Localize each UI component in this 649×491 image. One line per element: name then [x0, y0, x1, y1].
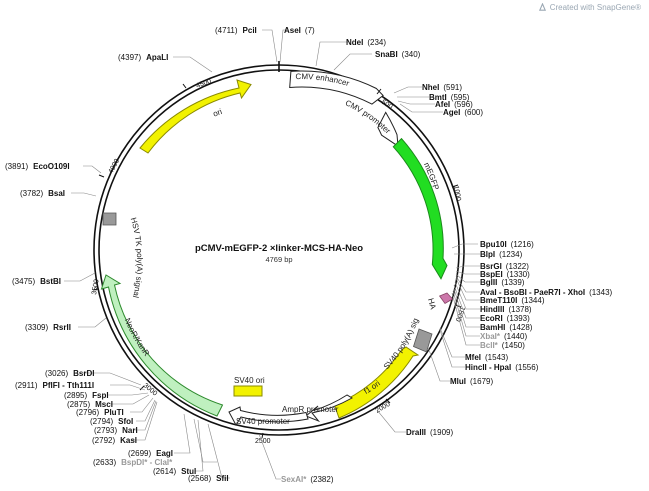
- site-bcli[interactable]: BclI* (1450): [480, 341, 525, 350]
- site-mfei[interactable]: MfeI (1543): [465, 353, 508, 362]
- site-labels: (4711) PciI AseI (7) NdeI (234) SnaBI (340) …: [5, 26, 613, 484]
- site-sexai[interactable]: SexAI* (2382): [281, 475, 334, 484]
- tick-label-4500: 4500: [195, 78, 212, 90]
- feature-label-ha: HA: [426, 297, 438, 311]
- plasmid-name: pCMV-mEGFP-2 ×linker-MCS-HA-Neo: [195, 243, 363, 254]
- site-blpi[interactable]: BlpI (1234): [480, 250, 523, 259]
- site-bsrgi[interactable]: BsrGI (1322): [480, 262, 529, 271]
- feature-neor-kanr[interactable]: [100, 274, 224, 417]
- site-pflfi-tth111i[interactable]: (2911) PflFI - Tth111I: [15, 381, 94, 390]
- feature-label-sv40-ori: SV40 ori: [234, 376, 265, 385]
- tick-label-2000: 2000: [375, 401, 392, 415]
- snapgene-watermark: Created with SnapGene®: [538, 3, 641, 12]
- site-bsrdi[interactable]: (3026) BsrDI: [45, 369, 94, 378]
- site-mlui[interactable]: MluI (1679): [450, 377, 493, 386]
- site-rsrii[interactable]: (3309) RsrII: [25, 323, 71, 332]
- site-bspdi-clai[interactable]: (2633) BspDI* - ClaI*: [93, 458, 173, 467]
- site-msci[interactable]: (2875) MscI: [67, 400, 113, 409]
- site-agei[interactable]: AgeI (600): [443, 108, 483, 117]
- backbone: [93, 61, 465, 436]
- site-afei[interactable]: AfeI (596): [435, 100, 473, 109]
- site-bstbi[interactable]: (3475) BstBI: [12, 277, 61, 286]
- feature-label-ampr-promoter: AmpR promoter: [282, 405, 339, 414]
- feature-ha[interactable]: [438, 292, 454, 305]
- feature-sv40-polya[interactable]: [413, 328, 433, 353]
- site-bsai[interactable]: (3782) BsaI: [20, 189, 65, 198]
- feature-sv40-promoter[interactable]: [228, 406, 309, 426]
- feature-label-sv40-polya: SV40 poly(A) signal: [0, 0, 420, 371]
- site-stui[interactable]: (2614) StuI: [153, 467, 196, 476]
- tick-label-3500: 3500: [91, 279, 101, 296]
- site-ava-multi[interactable]: AvaI - BsoBI - PaeR7I - XhoI (1343): [480, 288, 613, 297]
- site-eco0109i[interactable]: (3891) EcoO109I: [5, 162, 70, 171]
- feature-cmv-enhancer[interactable]: [289, 70, 384, 105]
- site-hindiii[interactable]: HindIII (1378): [480, 305, 532, 314]
- site-bspei[interactable]: BspEI (1330): [480, 270, 530, 279]
- site-sfoi[interactable]: (2794) SfoI: [90, 417, 133, 426]
- feature-cmv-promoter[interactable]: [377, 111, 399, 148]
- tick-marks: [92, 83, 462, 439]
- site-hincii-hpai[interactable]: HincII - HpaI (1556): [465, 363, 539, 372]
- site-nari[interactable]: (2793) NarI: [94, 426, 138, 435]
- site-snabi[interactable]: SnaBI (340): [375, 50, 421, 59]
- tick-label-1000: 1000: [452, 185, 462, 202]
- site-bmet110i[interactable]: BmeT110I (1344): [480, 296, 545, 305]
- feature-sv40-ori[interactable]: [233, 385, 263, 397]
- site-fspi[interactable]: (2895) FspI: [64, 391, 109, 400]
- site-draiii[interactable]: DraIII (1909): [406, 428, 453, 437]
- feature-label-sv40-promoter: SV40 promoter: [236, 417, 290, 426]
- site-ndei[interactable]: NdeI (234): [346, 38, 386, 47]
- site-xbai[interactable]: XbaI* (1440): [480, 332, 527, 341]
- feature-ori[interactable]: [139, 79, 252, 154]
- site-bpu10i[interactable]: Bpu10I (1216): [480, 240, 534, 249]
- site-pluti[interactable]: (2796) PluTI: [76, 408, 124, 417]
- site-leader-lines: [64, 29, 480, 480]
- tick-label-2500: 2500: [255, 438, 271, 445]
- site-kasi[interactable]: (2792) KasI: [92, 436, 137, 445]
- site-bmti[interactable]: BmtI (595): [429, 93, 470, 102]
- plasmid-length: 4769 bp: [265, 255, 292, 264]
- site-apali[interactable]: (4397) ApaLI: [118, 53, 168, 62]
- feature-label-hsv-tk-polya: HSV TK poly(A) signal: [129, 216, 144, 298]
- snapgene-logo-icon: [538, 3, 546, 11]
- site-pcii[interactable]: (4711) PciI: [215, 26, 257, 35]
- site-sfii[interactable]: (2568) SfiI: [188, 474, 229, 483]
- site-nhei[interactable]: NheI (591): [422, 83, 462, 92]
- watermark-text: Created with SnapGene®: [549, 3, 641, 12]
- site-bglii[interactable]: BglII (1339): [480, 278, 525, 287]
- site-eagi[interactable]: (2699) EagI: [128, 449, 173, 458]
- site-asei[interactable]: AseI (7): [284, 26, 315, 35]
- feature-hsv-tk-polya[interactable]: [102, 212, 117, 226]
- site-ecori[interactable]: EcoRI (1393): [480, 314, 530, 323]
- site-bamhi[interactable]: BamHI (1428): [480, 323, 533, 332]
- feature-label-ori: ori: [212, 107, 224, 119]
- feature-megfp[interactable]: [392, 137, 448, 280]
